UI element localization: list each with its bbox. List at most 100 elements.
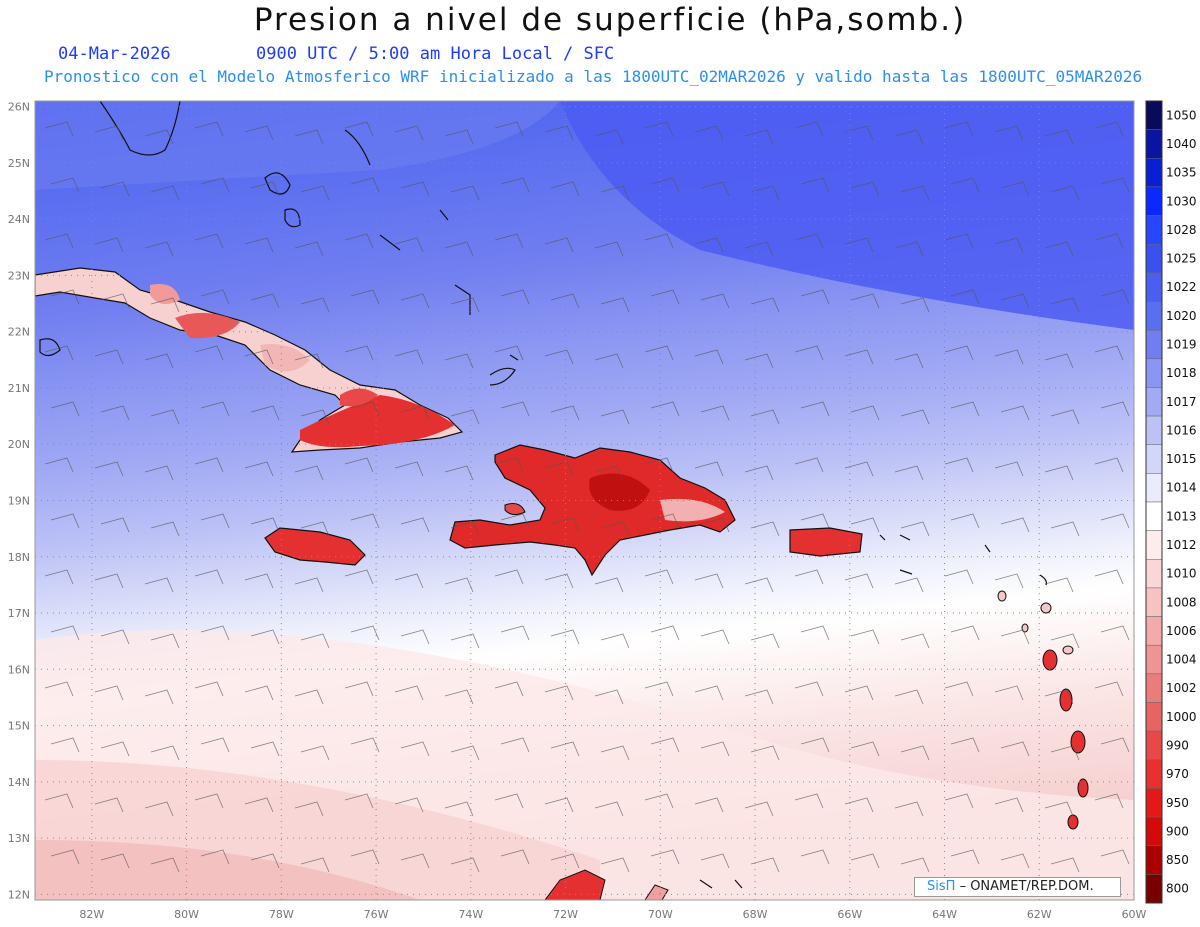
wind-barb — [1000, 629, 1030, 645]
wind-barb — [544, 461, 574, 477]
wind-barb — [1000, 181, 1030, 197]
wind-barb — [150, 745, 180, 761]
wind-barb — [844, 125, 874, 141]
wind-barb — [794, 233, 824, 249]
wind-barb — [600, 185, 630, 201]
wind-barb — [100, 629, 130, 645]
wind-barb — [194, 457, 224, 473]
wind-barb — [1050, 521, 1080, 537]
lat-tick-label: 13N — [8, 832, 30, 845]
wind-barb — [250, 629, 280, 645]
wind-barb — [1100, 177, 1130, 193]
wind-barb — [50, 401, 80, 417]
wind-barb — [650, 849, 680, 865]
lon-tick-label: 64W — [932, 908, 957, 921]
colorbar-label: 850 — [1166, 853, 1189, 867]
wind-barb — [344, 569, 374, 585]
colorbar-swatch — [1145, 559, 1163, 589]
colorbar-swatch — [1145, 243, 1163, 274]
wind-barb — [744, 801, 774, 817]
colorbar-swatch — [1145, 874, 1163, 904]
wind-barb — [744, 577, 774, 593]
wind-barb — [144, 129, 174, 145]
wind-barb — [844, 237, 874, 253]
wind-barb — [44, 121, 74, 137]
wind-barb — [444, 129, 474, 145]
colorbar-label: 1010 — [1166, 567, 1197, 581]
wind-barb — [750, 521, 780, 537]
wind-barb — [450, 185, 480, 201]
wind-barb — [494, 121, 524, 137]
wind-barb — [850, 181, 880, 197]
wind-barb — [300, 633, 330, 649]
wind-barb — [1094, 793, 1124, 809]
wind-barb — [594, 801, 624, 817]
pressure-field — [35, 101, 1134, 900]
colorbar-label: 970 — [1166, 767, 1189, 781]
wind-barb — [750, 297, 780, 313]
wind-barb — [894, 129, 924, 145]
wind-barb — [694, 349, 724, 365]
sisp-logo: SisΠ — [927, 879, 956, 894]
wind-barb — [844, 685, 874, 701]
colorbar-swatch — [1145, 644, 1163, 675]
wind-barb — [344, 457, 374, 473]
wind-barb — [1100, 737, 1130, 753]
wind-barb — [850, 853, 880, 869]
forecast-date: 04-Mar-2026 — [58, 44, 171, 64]
wind-barb — [200, 625, 230, 641]
wind-barb — [500, 849, 530, 865]
wind-barb — [650, 177, 680, 193]
wind-barb — [550, 517, 580, 533]
lat-tick-label: 17N — [8, 607, 30, 620]
wind-barb — [950, 849, 980, 865]
colorbar-label: 1030 — [1166, 194, 1197, 208]
wind-barb — [394, 461, 424, 477]
wind-barb — [700, 181, 730, 197]
wind-barb — [1100, 625, 1130, 641]
wind-barb — [844, 797, 874, 813]
wind-barb — [444, 801, 474, 817]
wind-barb — [300, 521, 330, 537]
wind-barb — [794, 457, 824, 473]
lon-tick-label: 62W — [1027, 908, 1052, 921]
wind-barb — [1044, 241, 1074, 257]
wind-barb — [900, 185, 930, 201]
wind-barb — [894, 465, 924, 481]
axis-labels: 82W 80W 78W 76W 74W 72W 70W 68W 66W 64W 62W 60W 12N 1… — [8, 101, 1147, 921]
wind-barb — [744, 241, 774, 257]
wind-barb — [694, 685, 724, 701]
wind-barb — [150, 297, 180, 313]
wind-barb — [644, 457, 674, 473]
lat-tick-label: 21N — [8, 382, 30, 395]
colorbar-label: 1000 — [1166, 710, 1197, 724]
wind-barb — [994, 349, 1024, 365]
wind-barb — [794, 793, 824, 809]
wind-barb — [895, 914, 923, 927]
wind-barb — [950, 177, 980, 193]
wind-barb — [500, 401, 530, 417]
wind-barb — [544, 797, 574, 813]
colorbar-label: 1006 — [1166, 624, 1197, 638]
lon-tick-label: 60W — [1122, 908, 1147, 921]
colorbar-swatch — [1145, 845, 1163, 875]
wind-barb — [300, 185, 330, 201]
colorbar-label: 1040 — [1166, 137, 1197, 151]
wind-barb — [1050, 409, 1080, 425]
wind-barb — [950, 401, 980, 417]
colorbar-swatch — [1145, 759, 1163, 789]
lon-tick-label: 72W — [553, 908, 578, 921]
wind-barb — [394, 349, 424, 365]
wind-barb — [750, 857, 780, 873]
wind-barb — [294, 577, 324, 593]
lat-tick-label: 22N — [8, 326, 30, 339]
wind-barb — [144, 801, 174, 817]
wind-barb — [600, 297, 630, 313]
wind-barb — [950, 625, 980, 641]
colorbar-swatch — [1145, 473, 1163, 503]
lon-tick-label: 74W — [458, 908, 483, 921]
wind-barb — [444, 353, 474, 369]
wind-barb — [594, 353, 624, 369]
wind-barb — [94, 461, 124, 477]
colorbar-swatch — [1145, 501, 1163, 531]
